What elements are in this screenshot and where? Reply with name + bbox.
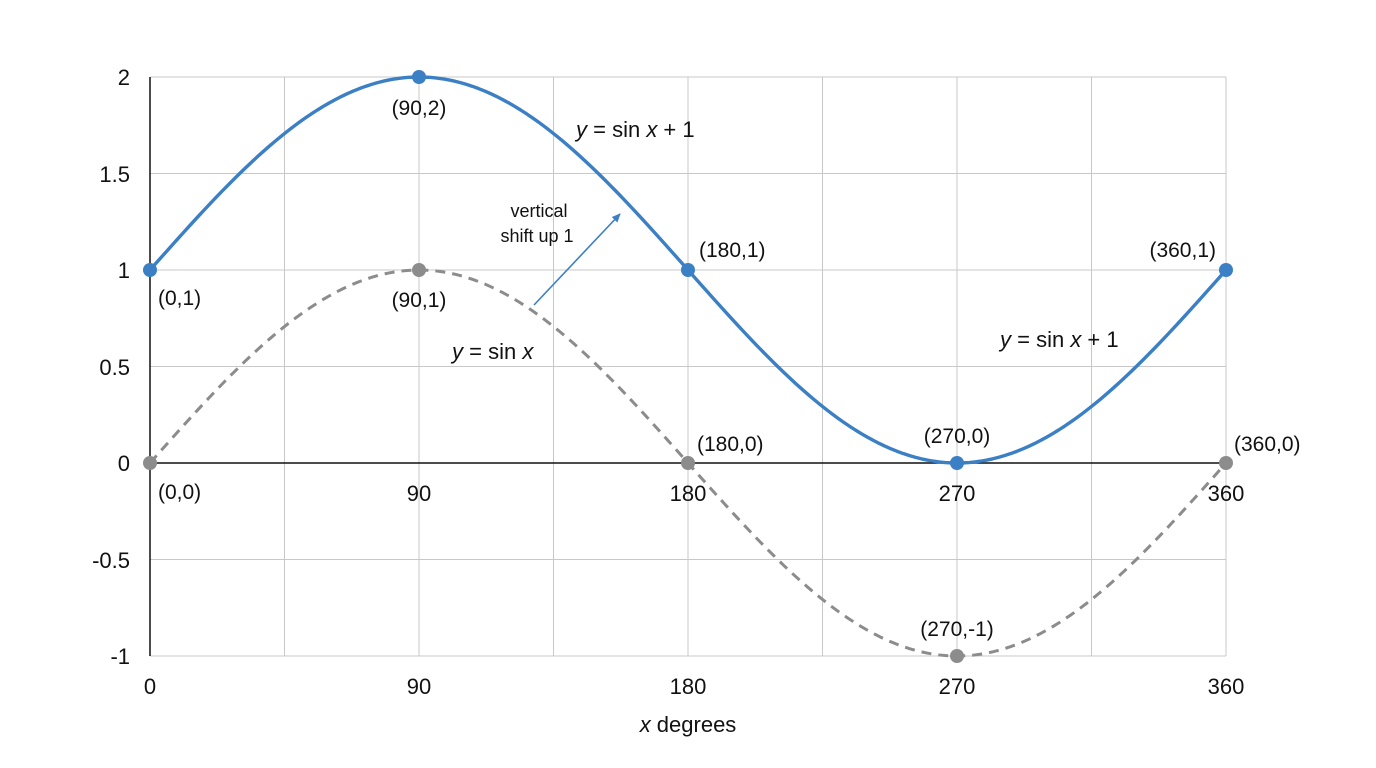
y-tick-label: -1	[110, 644, 130, 669]
base-point-marker	[412, 263, 426, 277]
point-label: (270,0)	[924, 425, 991, 448]
shifted-point-marker	[950, 456, 964, 470]
point-label: (360,0)	[1234, 433, 1301, 456]
shifted-point-marker	[143, 263, 157, 277]
x-axis-title: x degrees	[639, 712, 737, 737]
point-label: (90,1)	[392, 289, 447, 312]
point-label: (270,-1)	[920, 618, 994, 641]
equation-label-base: y = sin x	[450, 339, 534, 364]
y-tick-label: 1	[118, 258, 130, 283]
shifted-point-marker	[412, 70, 426, 84]
base-point-labels: (0,0) (90,1) (180,0) (270,-1) (360,0)	[158, 289, 1301, 641]
y-tick-label: 2	[118, 65, 130, 90]
y-tick-label: -0.5	[92, 548, 130, 573]
point-label: (0,0)	[158, 481, 201, 504]
x-tick-label: 270	[939, 674, 976, 699]
point-label: (180,1)	[699, 239, 766, 262]
points-layer	[143, 70, 1233, 663]
y-axis-tick-labels: 2 1.5 1 0.5 0 -0.5 -1	[92, 65, 130, 669]
annotation-arrow	[533, 213, 621, 306]
point-label: (360,1)	[1149, 239, 1216, 262]
vertical-shift-annotation: vertical shift up 1	[500, 201, 621, 306]
shifted-point-marker	[1219, 263, 1233, 277]
zero-axis-tick-label: 360	[1208, 481, 1245, 506]
base-point-marker	[143, 456, 157, 470]
y-tick-label: 0.5	[99, 355, 130, 380]
x-tick-label: 360	[1208, 674, 1245, 699]
base-point-marker	[681, 456, 695, 470]
x-axis-tick-labels: 0 90 180 270 360	[144, 674, 1244, 699]
annotation-line-2: shift up 1	[500, 226, 573, 246]
x-tick-label: 180	[670, 674, 707, 699]
base-point-marker	[1219, 456, 1233, 470]
point-label: (180,0)	[697, 433, 764, 456]
x-tick-label: 0	[144, 674, 156, 699]
x-tick-label: 90	[407, 674, 431, 699]
point-label: (90,2)	[392, 97, 447, 120]
equation-label-shifted-top: y = sin x + 1	[574, 117, 695, 142]
y-tick-label: 1.5	[99, 162, 130, 187]
point-label: (0,1)	[158, 287, 201, 310]
zero-axis-tick-label: 270	[939, 481, 976, 506]
zero-axis-tick-labels: 90 180 270 360	[407, 481, 1245, 506]
grid	[150, 76, 1227, 657]
zero-axis-tick-label: 180	[670, 481, 707, 506]
shifted-point-labels: (0,1) (90,2) (180,1) (270,0) (360,1)	[158, 97, 1216, 448]
shifted-point-marker	[681, 263, 695, 277]
annotation-line-1: vertical	[510, 201, 567, 221]
equation-label-shifted-right: y = sin x + 1	[998, 327, 1119, 352]
zero-axis-tick-label: 90	[407, 481, 431, 506]
base-point-marker	[950, 649, 964, 663]
y-tick-label: 0	[118, 451, 130, 476]
